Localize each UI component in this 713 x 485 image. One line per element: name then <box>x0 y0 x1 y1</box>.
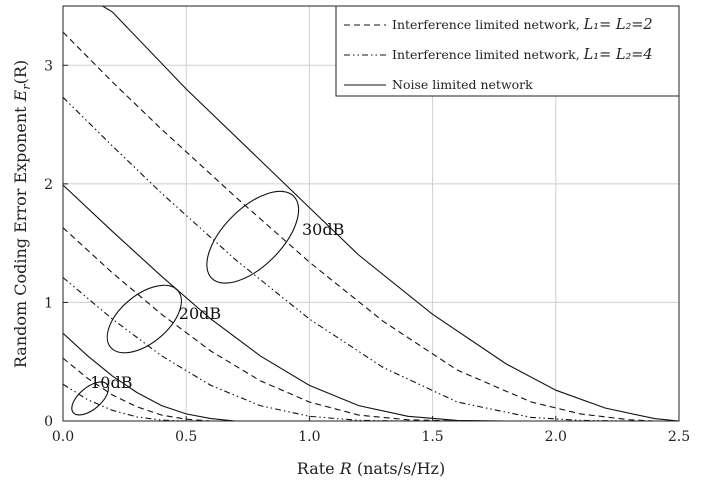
snr-label-10dB: 10dB <box>90 373 132 392</box>
y-tick-label: 0 <box>44 414 53 430</box>
axis-ticks: 0.0 0.5 1.0 1.5 2.0 2.5 0 1 2 3 <box>44 58 690 445</box>
x-tick-label: 1.0 <box>298 429 320 445</box>
series-solid-10dB <box>63 332 236 421</box>
snr-group-ellipse-20dB <box>106 284 182 354</box>
x-tick-label: 1.5 <box>421 429 443 445</box>
snr-label-20dB: 20dB <box>179 304 221 323</box>
y-tick-label: 3 <box>44 58 53 74</box>
legend-label-dashed: Interference limited network, L₁= L₂=2 <box>392 17 653 33</box>
x-tick-label: 0.0 <box>52 429 74 445</box>
legend: Interference limited network, L₁= L₂=2 In… <box>335 5 680 97</box>
y-axis-label: Random Coding Error Exponent Er(R) <box>11 60 33 368</box>
y-tick-label: 2 <box>44 177 53 193</box>
legend-label-solid: Noise limited network <box>392 77 533 92</box>
series-dashed-10dB <box>63 357 211 421</box>
x-tick-label: 2.0 <box>545 429 567 445</box>
series-dash-dot-dot-10dB <box>63 383 187 421</box>
y-tick-label: 1 <box>44 295 53 311</box>
legend-box <box>335 5 680 97</box>
snr-group-ellipses <box>71 190 300 416</box>
x-tick-label: 0.5 <box>175 429 197 445</box>
series-solid-30dB <box>101 6 679 421</box>
x-tick-label: 2.5 <box>668 429 690 445</box>
snr-annotations: 10dB 20dB 30dB <box>90 220 344 392</box>
legend-label-dash-dot-dot: Interference limited network, L₁= L₂=4 <box>392 47 653 63</box>
snr-group-ellipse-30dB <box>206 190 300 284</box>
series-dashed-20dB <box>63 227 458 421</box>
series-dash-dot-dot-20dB <box>63 277 409 421</box>
x-axis-label: Rate R (nats/s/Hz) <box>297 459 445 478</box>
series-dash-dot-dot-30dB <box>63 96 630 421</box>
snr-label-30dB: 30dB <box>302 220 344 239</box>
snr-group-ellipse-10dB <box>71 381 109 416</box>
series-dashed-30dB <box>63 31 655 421</box>
